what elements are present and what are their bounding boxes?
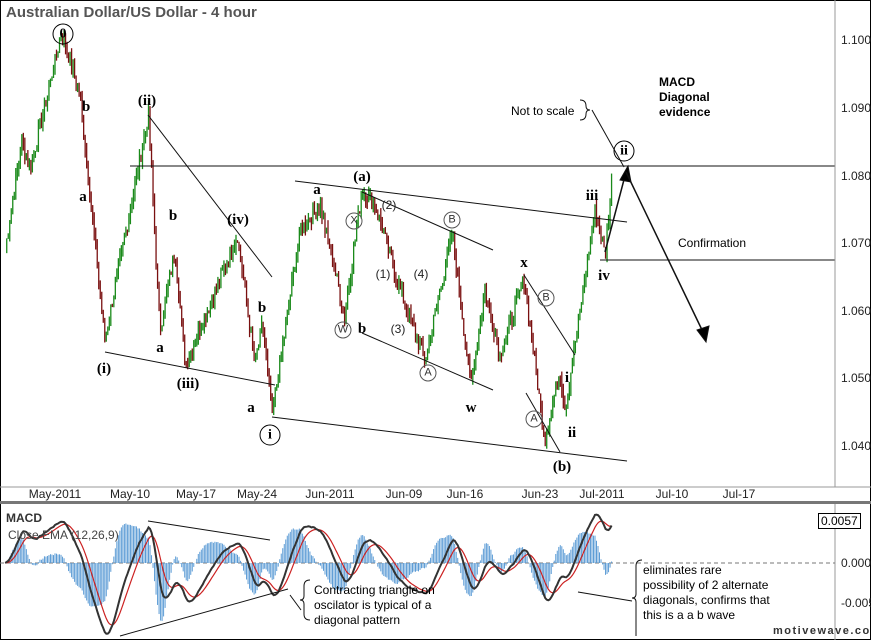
- wave-label: B: [537, 289, 555, 307]
- macd-y-tick: 0.0000: [841, 556, 871, 570]
- wave-label: a: [247, 400, 255, 416]
- brace: [579, 99, 591, 121]
- wave-label: x: [520, 255, 528, 271]
- pointer: [577, 591, 633, 602]
- macd-evidence-note: MACD Diagonal evidence: [659, 75, 711, 119]
- wave-label: A: [525, 410, 543, 428]
- x-tick: Jun-2011: [305, 487, 355, 501]
- eliminates-note: eliminates rare possibility of 2 alterna…: [643, 563, 770, 622]
- macd-line: [4, 513, 613, 635]
- arrow-down: [625, 171, 704, 333]
- panel-divider: [0, 501, 871, 504]
- wave-label: (b): [552, 459, 572, 475]
- trend-line: [147, 114, 273, 278]
- wave-label: ii: [613, 140, 635, 162]
- arrow-head: [696, 325, 710, 344]
- macd-current-value: 0.0057: [818, 513, 861, 529]
- wave-label: (2): [381, 198, 397, 212]
- x-tick: Jul-17: [722, 487, 756, 501]
- wave-label: W: [334, 321, 352, 339]
- wave-label: (iv): [227, 212, 249, 228]
- wave-label: b: [257, 300, 267, 316]
- trend-line: [523, 274, 576, 356]
- wave-label: a: [79, 189, 87, 205]
- trend-lines: [104, 99, 835, 462]
- x-tick: May-2011: [28, 487, 82, 501]
- wave-label: X: [345, 212, 363, 230]
- x-tick: Jun-23: [521, 487, 559, 501]
- x-tick: May-17: [175, 487, 217, 501]
- wave-label: i: [259, 424, 281, 446]
- y-tick: 1.05000: [841, 371, 871, 385]
- price-bars: [6, 30, 613, 449]
- wave-label: (ii): [137, 93, 157, 109]
- macd-annotations: [119, 520, 643, 637]
- y-tick: 1.06000: [841, 304, 871, 318]
- arrow-up: [604, 171, 627, 253]
- wave-label: (iii): [176, 376, 200, 392]
- wave-label: (i): [96, 361, 112, 377]
- wave-label: iv: [598, 268, 610, 284]
- wave-label: ii: [567, 425, 577, 441]
- watermark-logo: motivewave.com: [773, 625, 871, 637]
- x-tick: Jun-09: [385, 487, 423, 501]
- wave-label: B: [443, 211, 461, 229]
- wave-label: (1): [375, 267, 391, 281]
- x-tick: May-10: [109, 487, 151, 501]
- wave-label: b: [81, 99, 91, 115]
- wave-label: iii: [585, 188, 599, 204]
- confirmation-note: Confirmation: [678, 236, 747, 250]
- wave-label: (3): [390, 322, 406, 336]
- triangle-note: Contracting triangle on oscilator is typ…: [314, 583, 435, 627]
- wave-label: (4): [413, 267, 429, 281]
- x-tick: Jul-2011: [579, 487, 625, 501]
- trend-line: [361, 191, 494, 251]
- not-to-scale-note: Not to scale: [511, 104, 575, 118]
- trend-line: [525, 392, 561, 453]
- wave-label: w: [465, 400, 477, 416]
- brace: [631, 559, 643, 636]
- x-tick: Jul-10: [655, 487, 689, 501]
- wave-label: 0: [52, 23, 74, 45]
- trend-line: [294, 180, 628, 223]
- indicator-name: MACD: [6, 511, 42, 525]
- trend-line: [104, 351, 276, 386]
- chart-title: Australian Dollar/US Dollar - 4 hour: [6, 4, 257, 21]
- wave-label: a: [156, 340, 164, 356]
- pointer: [289, 594, 302, 611]
- indicator-params: Close EMA (12,26,9): [8, 528, 119, 542]
- y-tick: 1.04000: [841, 439, 871, 453]
- trend-line: [361, 332, 494, 391]
- trend-line: [271, 416, 628, 462]
- wave-label: (a): [353, 169, 371, 185]
- y-tick: 1.08000: [841, 169, 871, 183]
- macd-y-tick: -0.0050: [841, 596, 871, 610]
- triangle-lower: [119, 588, 289, 637]
- x-tick: May-24: [236, 487, 278, 501]
- wave-label: a: [313, 182, 321, 198]
- wave-label: A: [419, 364, 437, 382]
- y-tick: 1.07000: [841, 236, 871, 250]
- wave-label: b: [357, 321, 367, 337]
- wave-label: b: [168, 208, 178, 224]
- y-tick: 1.09000: [841, 101, 871, 115]
- x-tick: Jun-16: [446, 487, 484, 501]
- macd-plot: [4, 513, 613, 635]
- wave-label: i: [564, 370, 570, 386]
- triangle-upper: [147, 520, 271, 541]
- brace: [299, 579, 311, 621]
- y-tick: 1.10000: [841, 33, 871, 47]
- macd-signal-line: [5, 520, 612, 626]
